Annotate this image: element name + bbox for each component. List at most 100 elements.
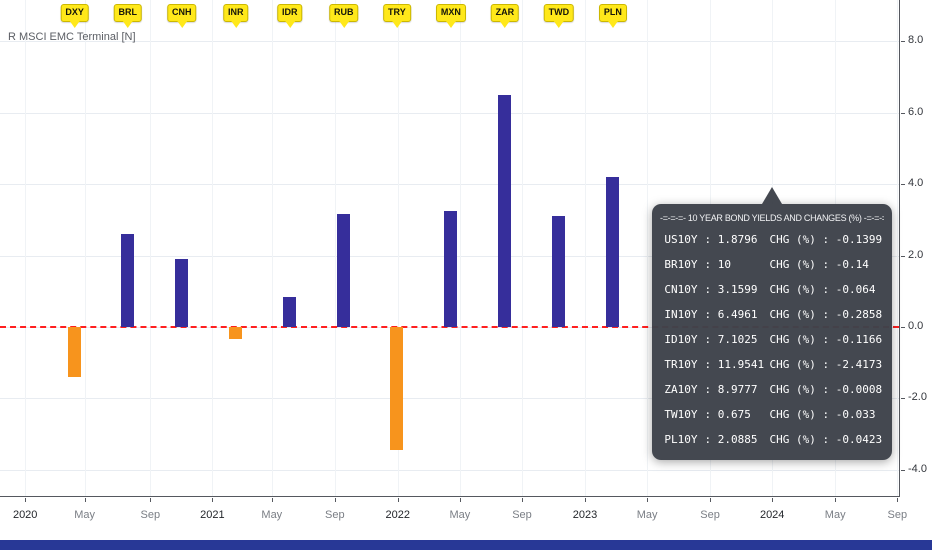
chg-label: CHG (%) <box>769 258 816 271</box>
zero-line <box>0 325 899 328</box>
v-gridline <box>522 0 523 496</box>
tooltip-row: ID10Y: 7.1025 CHG (%): -0.1166 <box>660 327 884 352</box>
x-axis-label: Sep <box>700 509 720 521</box>
bar-idr[interactable] <box>283 296 297 327</box>
currency-tag-mxn[interactable]: MXN <box>435 4 466 22</box>
y-axis-label: -4.0 <box>908 462 927 475</box>
x-axis-label: May <box>636 509 658 521</box>
y-axis-tick <box>901 326 905 328</box>
currency-tag-try[interactable]: TRY <box>383 4 411 22</box>
currency-tag-pln[interactable]: PLN <box>598 4 627 22</box>
currency-tag-idr[interactable]: IDR <box>277 4 303 22</box>
tooltip-row: TW10Y: 0.675 CHG (%): -0.033 <box>660 402 884 427</box>
x-axis-tick <box>459 498 461 502</box>
x-axis-tick <box>647 498 649 502</box>
bar-try[interactable] <box>390 326 404 451</box>
currency-tag-zar[interactable]: ZAR <box>490 4 520 22</box>
currency-tag-inr[interactable]: INR <box>223 4 249 22</box>
currency-tag-rub[interactable]: RUB <box>329 4 359 22</box>
x-axis-tick <box>397 498 399 502</box>
chg-value: : -2.4173 <box>822 358 883 371</box>
x-axis-label: 2021 <box>200 509 225 521</box>
bond-code: BR10Y <box>664 258 698 271</box>
v-gridline <box>397 0 399 496</box>
bond-code: IN10Y <box>664 308 698 321</box>
h-gridline <box>0 112 899 114</box>
y-axis[interactable]: 8.0 6.0 4.0 2.0 0.0 -2.0 -4.0 <box>901 0 932 497</box>
h-gridline <box>0 41 899 43</box>
x-axis-tick <box>835 498 837 502</box>
currency-tag-brl[interactable]: BRL <box>113 4 143 22</box>
v-gridline <box>271 0 273 496</box>
y-axis-tick <box>901 469 905 471</box>
bar-pln[interactable] <box>606 176 620 327</box>
x-axis[interactable]: 2020 May Sep 2021 May Sep 2022 May Sep 2023 May Sep… <box>0 498 932 530</box>
bond-yield: : 3.1599 <box>704 283 758 296</box>
bottom-taskbar-strip <box>0 540 932 550</box>
bond-code: CN10Y <box>664 283 698 296</box>
tooltip-arrow-icon <box>762 187 782 204</box>
bar-mxn[interactable] <box>444 210 458 327</box>
chg-label: CHG (%) <box>769 433 816 446</box>
tooltip-title: -=-=-=- 10 YEAR BOND YIELDS AND CHANGES … <box>660 213 884 223</box>
chg-value: : -0.064 <box>822 283 876 296</box>
tooltip-row: ZA10Y: 8.9777 CHG (%): -0.0008 <box>660 377 884 402</box>
bond-code: PL10Y <box>664 433 698 446</box>
tooltip-row: CN10Y : 3.1599 CHG (%) : -0.064 <box>660 277 884 302</box>
v-gridline <box>25 0 27 496</box>
bar-inr[interactable] <box>229 326 243 340</box>
y-axis-label: 2.0 <box>908 248 924 261</box>
y-axis-tick <box>901 112 905 114</box>
currency-tag-cnh[interactable]: CNH <box>167 4 197 22</box>
x-axis-label: Sep <box>887 509 908 521</box>
bond-yields-tooltip[interactable]: -=-=-=- 10 YEAR BOND YIELDS AND CHANGES … <box>652 187 892 460</box>
bond-code: US10Y <box>664 233 698 246</box>
chg-value: : -0.0423 <box>822 433 883 446</box>
v-gridline <box>334 0 336 496</box>
currency-tag-dxy[interactable]: DXY <box>60 4 89 22</box>
bond-code: TR10Y <box>664 358 698 371</box>
h-gridline <box>0 398 899 400</box>
chg-value: : -0.2858 <box>822 308 883 321</box>
v-gridline <box>897 0 899 496</box>
chg-value: : -0.14 <box>822 258 869 271</box>
x-axis-tick <box>84 498 86 502</box>
bar-twd[interactable] <box>552 216 566 327</box>
bond-yield: : 7.1025 <box>704 333 758 346</box>
bar-cnh[interactable] <box>175 259 189 327</box>
currency-tag-twd[interactable]: TWD <box>543 4 575 22</box>
chg-label: CHG (%) <box>769 408 816 421</box>
bar-rub[interactable] <box>337 214 351 327</box>
x-axis-tick <box>334 498 336 502</box>
v-gridline <box>585 0 586 496</box>
chg-label: CHG (%) <box>769 233 816 246</box>
chart-watermark: R MSCI EMC Terminal [N] <box>8 31 136 43</box>
bond-yield: : 11.9541 <box>704 358 765 371</box>
chg-label: CHG (%) <box>769 333 816 346</box>
y-axis-label: 6.0 <box>908 105 924 118</box>
y-axis-label: -2.0 <box>908 391 927 404</box>
bar-brl[interactable] <box>121 234 135 327</box>
x-axis-tick <box>212 498 214 502</box>
bond-yield: : 6.4961 <box>704 308 758 321</box>
x-axis-tick <box>522 498 523 502</box>
bar-zar[interactable] <box>498 94 512 327</box>
tooltip-row: PL10Y: 2.0885 CHG (%): -0.0423 <box>660 427 884 452</box>
x-axis-label: Sep <box>325 509 345 521</box>
chg-label: CHG (%) <box>769 283 816 296</box>
x-axis-tick <box>271 498 273 502</box>
bar-dxy[interactable] <box>68 326 82 377</box>
chg-value: : -0.0008 <box>822 383 883 396</box>
x-axis-tick <box>25 498 27 502</box>
v-gridline <box>459 0 461 496</box>
chg-label: CHG (%) <box>769 308 816 321</box>
x-axis-label: May <box>261 509 283 521</box>
x-axis-tick <box>150 498 152 502</box>
x-axis-label: Sep <box>512 509 532 521</box>
v-gridline <box>84 0 86 496</box>
y-axis-tick <box>901 184 905 185</box>
y-axis-tick <box>901 398 905 400</box>
tooltip-row: BR10Y: 10 CHG (%): -0.14 <box>660 252 884 277</box>
v-gridline <box>150 0 152 496</box>
v-gridline <box>212 0 214 496</box>
